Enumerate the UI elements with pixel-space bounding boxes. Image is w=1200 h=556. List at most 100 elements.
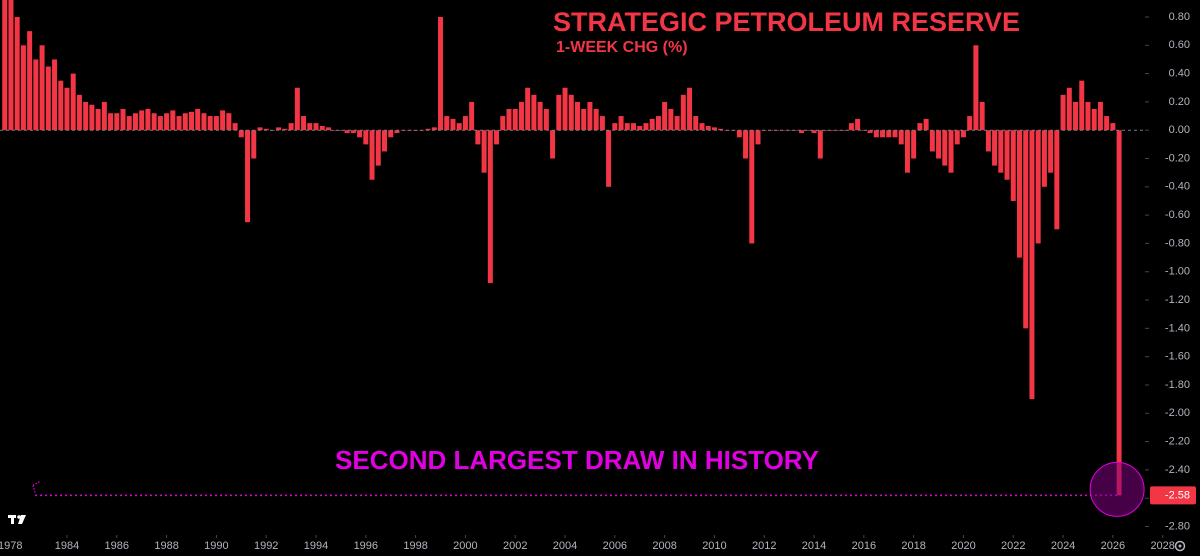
bar — [531, 94, 537, 131]
bar — [201, 113, 207, 131]
bar — [954, 130, 960, 145]
x-tick-label: 2024 — [1051, 540, 1075, 552]
bar — [64, 87, 70, 131]
bar — [220, 110, 226, 131]
bar — [1066, 87, 1072, 131]
bar — [911, 130, 917, 159]
bar — [1116, 130, 1122, 496]
bar — [979, 101, 985, 131]
bar — [139, 110, 145, 131]
bar — [95, 108, 101, 131]
bar — [512, 108, 518, 131]
chart-subtitle: 1-WEEK CHG (%) — [556, 39, 688, 56]
bar — [475, 130, 481, 145]
bar — [388, 130, 394, 138]
bar — [587, 101, 593, 131]
x-tick-label: 2002 — [503, 540, 527, 552]
bar — [599, 116, 605, 131]
bar — [973, 45, 979, 131]
bar — [811, 130, 817, 134]
bar — [157, 116, 163, 131]
bar — [114, 113, 120, 131]
bar — [631, 123, 637, 131]
bar — [606, 130, 612, 187]
y-tick-label: -0.20 — [1165, 152, 1190, 164]
bar — [880, 130, 886, 138]
bar — [593, 108, 599, 131]
y-tick-label: -2.40 — [1165, 464, 1190, 476]
y-tick-label: -2.20 — [1165, 435, 1190, 447]
bar — [207, 116, 213, 131]
bar — [257, 127, 263, 131]
x-tick-label: 2028 — [1150, 540, 1174, 552]
bar — [58, 80, 64, 131]
bar — [20, 45, 26, 131]
bar — [176, 116, 182, 131]
bar — [338, 130, 344, 131]
x-tick-label: 2008 — [652, 540, 676, 552]
bar — [830, 130, 836, 131]
bar — [182, 113, 188, 131]
y-tick-label: -1.40 — [1165, 322, 1190, 334]
bar — [344, 130, 350, 134]
x-tick-label: 2014 — [802, 540, 826, 552]
bar — [805, 130, 811, 131]
bar — [363, 130, 369, 145]
bar — [188, 111, 194, 131]
y-tick-label: -0.80 — [1165, 237, 1190, 249]
bar — [52, 59, 58, 131]
bar — [655, 116, 661, 131]
bar — [301, 116, 307, 131]
bar — [2, 0, 8, 131]
y-tick-label: -1.00 — [1165, 266, 1190, 278]
x-tick-label: 1990 — [204, 540, 228, 552]
chart-title: STRATEGIC PETROLEUM RESERVE — [553, 7, 1020, 37]
x-tick-label: 1996 — [354, 540, 378, 552]
bar — [101, 101, 107, 131]
bar — [1073, 101, 1079, 131]
bar — [581, 108, 587, 131]
bar — [985, 130, 991, 152]
annotation: SECOND LARGEST DRAW IN HISTORY — [335, 445, 819, 475]
bar — [369, 130, 375, 180]
bar — [948, 130, 954, 173]
x-tick-label: 1998 — [403, 540, 427, 552]
x-tick-label: 1984 — [55, 540, 79, 552]
bar — [699, 123, 705, 131]
bar — [680, 94, 686, 131]
bar — [662, 101, 668, 131]
bar — [1041, 130, 1047, 187]
bar — [263, 128, 269, 131]
bar — [562, 87, 568, 131]
settings-icon[interactable] — [1174, 540, 1186, 552]
bar — [70, 73, 76, 131]
bar — [1054, 130, 1060, 230]
bar — [381, 130, 387, 152]
bar — [618, 116, 624, 131]
bar — [643, 123, 649, 131]
bar — [873, 130, 879, 138]
bar — [855, 118, 861, 131]
bar — [543, 108, 549, 131]
last-value-box — [1150, 486, 1196, 505]
x-tick-label: 1994 — [304, 540, 328, 552]
bar — [27, 31, 33, 131]
bar — [213, 116, 219, 131]
bar — [8, 0, 14, 131]
bar — [929, 130, 935, 152]
bar — [108, 113, 114, 131]
bar — [425, 128, 431, 131]
bar — [892, 130, 898, 138]
bar — [861, 130, 867, 131]
bar — [325, 127, 331, 131]
bar — [568, 94, 574, 131]
bar — [736, 130, 742, 138]
bar — [824, 130, 830, 131]
bar — [836, 130, 842, 131]
bar — [481, 130, 487, 173]
bar — [226, 113, 232, 131]
bar — [494, 130, 500, 145]
x-tick-label: 2006 — [603, 540, 627, 552]
bar — [1097, 101, 1103, 131]
x-tick-label: 2022 — [1001, 540, 1025, 552]
